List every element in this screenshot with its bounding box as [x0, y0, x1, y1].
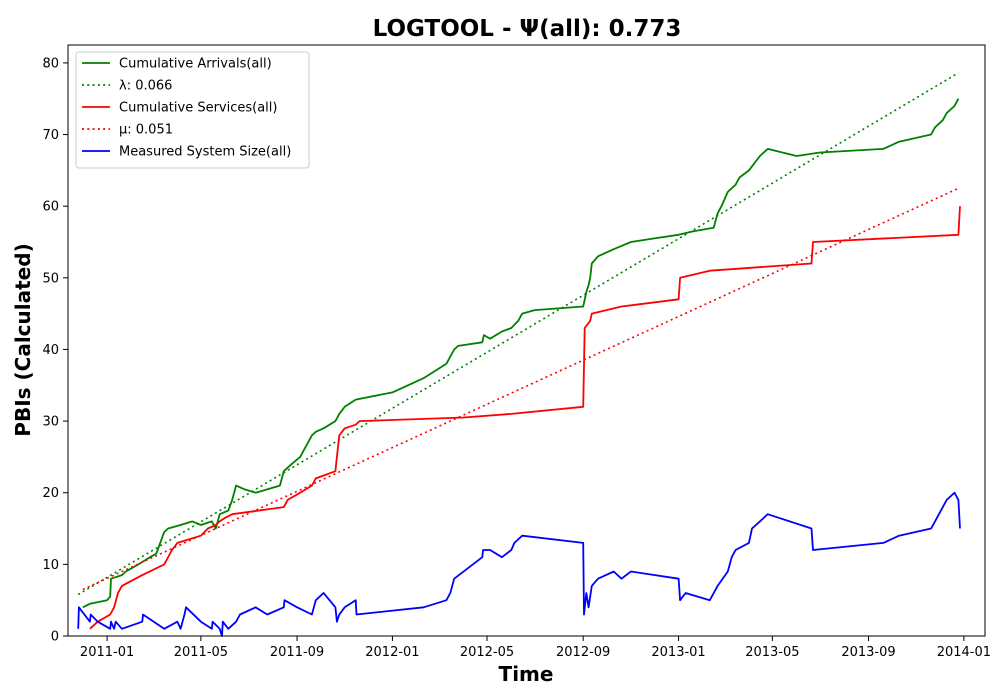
y-tick-label: 70 [42, 128, 59, 143]
series-line-5-measured-system-size-all [77, 491, 961, 637]
y-tick-label: 10 [42, 558, 59, 573]
legend-label: λ: 0.066 [119, 79, 172, 94]
x-tick-label: 2012-01 [365, 645, 419, 660]
legend-label: Cumulative Services(all) [119, 101, 277, 116]
series-layer [77, 72, 961, 637]
x-tick-label: 2012-05 [460, 645, 514, 660]
x-tick-label: 2013-01 [651, 645, 705, 660]
series-line-4-0-051 [82, 187, 959, 591]
chart-title: LOGTOOL - Ψ(all): 0.773 [373, 16, 682, 42]
y-tick-label: 0 [51, 630, 59, 645]
legend-label: μ: 0.051 [119, 123, 173, 138]
x-tick-label: 2011-05 [174, 645, 228, 660]
legend-label: Cumulative Arrivals(all) [119, 57, 272, 72]
y-tick-label: 50 [42, 271, 59, 286]
y-tick-label: 30 [42, 415, 59, 430]
plot-frame [67, 44, 986, 637]
y-axis: 0 10 20 30 40 50 60 70 80 [42, 56, 68, 645]
y-tick-label: 20 [42, 486, 59, 501]
x-axis: 2011-01 2011-05 2011-09 2012-01 2012-05 2012-… [80, 636, 991, 660]
y-tick-label: 40 [42, 343, 59, 358]
legend-label: Measured System Size(all) [119, 145, 291, 160]
x-tick-label: 2013-05 [745, 645, 799, 660]
x-tick-label: 2011-09 [270, 645, 324, 660]
legend: Cumulative Arrivals(all) λ: 0.066 Cumulati… [75, 51, 310, 169]
x-tick-label: 2014-01 [937, 645, 991, 660]
series-line-3-cumulative-services-all [89, 206, 961, 630]
y-axis-title: PBIs (Calculated) [11, 243, 35, 436]
series-line-2-0-066 [77, 72, 959, 596]
series-line-1-cumulative-arrivals-all [82, 98, 960, 609]
x-tick-label: 2012-09 [556, 645, 610, 660]
y-tick-label: 80 [42, 56, 59, 71]
legend-box [75, 51, 310, 169]
x-tick-label: 2011-01 [80, 645, 134, 660]
x-tick-label: 2013-09 [841, 645, 895, 660]
y-tick-label: 60 [42, 200, 59, 215]
x-axis-title: Time [499, 662, 554, 686]
